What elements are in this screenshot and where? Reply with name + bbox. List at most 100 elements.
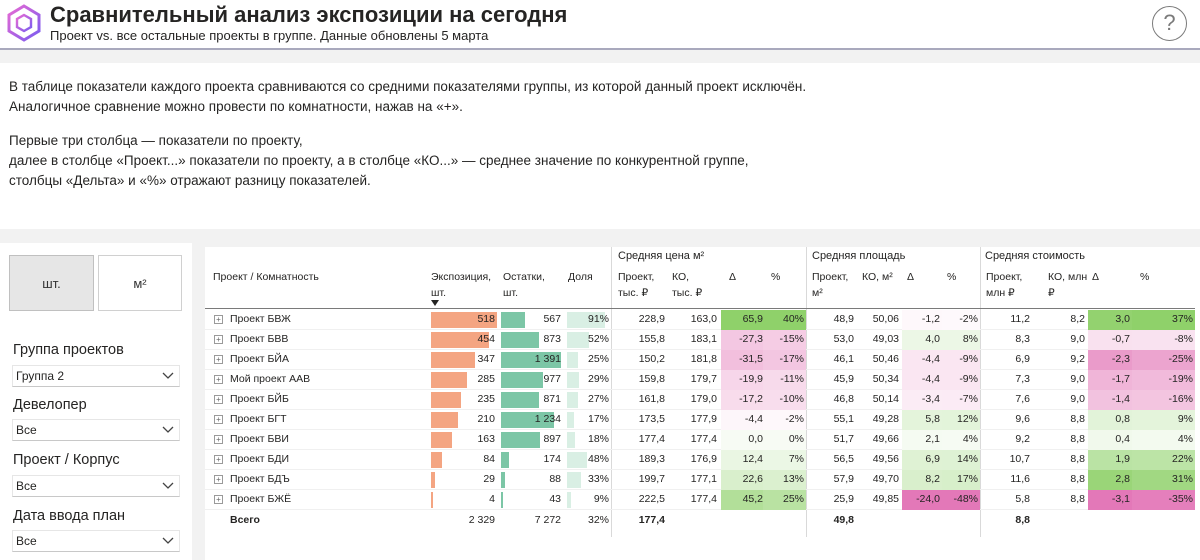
price-delta-bg — [721, 430, 763, 450]
project-building-select[interactable]: Все — [12, 475, 180, 497]
price-delta-value: -4,4 — [744, 413, 763, 425]
column-header-price-ko[interactable]: КО, тыс. ₽ — [672, 271, 703, 299]
expand-row-icon[interactable]: + — [214, 455, 223, 464]
area-delta-bg — [902, 390, 942, 410]
cost-project-value: 5,8 — [1015, 493, 1030, 505]
price-ko-value: 163,0 — [690, 313, 717, 325]
column-header-remains[interactable]: Остатки, шт. — [503, 271, 545, 299]
remains-bar — [501, 372, 543, 388]
project-name[interactable]: Проект БГТ — [230, 413, 287, 425]
column-header-area-pct[interactable]: % — [947, 271, 957, 283]
price-project-value: 228,9 — [638, 313, 665, 325]
remains-bar — [501, 472, 505, 488]
price-delta-value: 65,9 — [742, 313, 763, 325]
expand-row-icon[interactable]: + — [214, 335, 223, 344]
price-delta-value: -31,5 — [739, 353, 763, 365]
area-pct-bg — [942, 390, 980, 410]
comparison-table: Средняя цена м² Средняя площадь Средняя … — [205, 247, 1200, 560]
cost-delta-bg — [1088, 450, 1132, 470]
description-line: Первые три столбца — показатели по проек… — [9, 133, 303, 148]
expand-row-icon[interactable]: + — [214, 315, 223, 324]
project-name[interactable]: Проект БЖЁ — [230, 493, 292, 505]
app-logo-icon — [7, 4, 41, 42]
column-header-exposure[interactable]: Экспозиция, шт. — [431, 271, 492, 299]
expand-row-icon[interactable]: + — [214, 415, 223, 424]
area-delta-value: 2,1 — [925, 433, 940, 445]
cost-ko-value: 9,0 — [1070, 333, 1085, 345]
price-ko-value: 179,7 — [690, 373, 717, 385]
help-button[interactable]: ? — [1152, 6, 1187, 41]
column-header-cost-ko[interactable]: КО, млн ₽ — [1048, 271, 1088, 299]
column-header-area-project[interactable]: Проект, м² — [812, 271, 849, 299]
area-delta-value: 5,8 — [925, 413, 940, 425]
column-header-share[interactable]: Доля — [568, 271, 593, 283]
area-delta-value: -4,4 — [921, 373, 940, 385]
project-name[interactable]: Проект БДИ — [230, 453, 290, 465]
area-pct-value: -9% — [959, 353, 978, 365]
commission-date-select[interactable]: Все — [12, 530, 180, 552]
cost-project-value: 11,6 — [1010, 473, 1030, 485]
price-project-value: 155,8 — [638, 333, 665, 345]
price-pct-value: 40% — [782, 313, 804, 325]
expand-row-icon[interactable]: + — [214, 435, 223, 444]
expand-row-icon[interactable]: + — [214, 375, 223, 384]
project-group-select[interactable]: Группа 2 — [12, 365, 180, 387]
cost-pct-value: -8% — [1174, 333, 1193, 345]
cost-pct-bg — [1132, 490, 1195, 510]
column-header-area-delta[interactable]: Δ — [907, 271, 915, 283]
cost-pct-bg — [1132, 470, 1195, 490]
expand-row-icon[interactable]: + — [214, 395, 223, 404]
share-value: 33% — [587, 473, 609, 485]
project-name[interactable]: Мой проект ААВ — [230, 373, 311, 385]
column-header-area-ko[interactable]: КО, м² — [862, 271, 893, 283]
cost-pct-value: -19% — [1168, 373, 1193, 385]
expand-row-icon[interactable]: + — [214, 475, 223, 484]
remains-value: 1 391 — [534, 353, 561, 365]
unit-area-button[interactable]: м² — [98, 255, 182, 311]
area-delta-value: 6,9 — [925, 453, 940, 465]
project-name[interactable]: Проект БВИ — [230, 433, 289, 445]
column-header-cost-project[interactable]: Проект, млн ₽ — [986, 271, 1023, 299]
area-delta-value: -1,2 — [921, 313, 940, 325]
developer-select[interactable]: Все — [12, 419, 180, 441]
price-delta-bg — [721, 470, 763, 490]
column-header-price-project[interactable]: Проект, тыс. ₽ — [618, 271, 655, 299]
header-bar: Сравнительный анализ экспозиции на сегод… — [0, 0, 1200, 50]
remains-value: 871 — [543, 393, 561, 405]
column-header-price-pct[interactable]: % — [771, 271, 781, 283]
price-delta-bg — [721, 450, 763, 470]
share-bar — [567, 472, 581, 488]
area-pct-value: -7% — [959, 393, 978, 405]
project-group-value: Группа 2 — [16, 369, 65, 383]
filter-label-commission-date: Дата ввода план — [13, 508, 126, 524]
share-bar — [567, 392, 578, 408]
price-ko-value: 177,4 — [690, 433, 717, 445]
column-header-project[interactable]: Проект / Комнатность — [213, 271, 319, 283]
area-delta-bg — [902, 470, 942, 490]
cost-project-value: 9,6 — [1015, 413, 1030, 425]
total-remains: 7 272 — [534, 514, 561, 526]
price-pct-value: -11% — [780, 373, 804, 385]
price-pct-bg — [763, 370, 806, 390]
unit-pieces-button[interactable]: шт. — [9, 255, 94, 311]
exposure-bar — [431, 472, 435, 488]
cost-project-value: 9,2 — [1015, 433, 1030, 445]
expand-row-icon[interactable]: + — [214, 355, 223, 364]
cost-delta-bg — [1088, 370, 1132, 390]
expand-row-icon[interactable]: + — [214, 495, 223, 504]
exposure-value: 285 — [477, 373, 495, 385]
area-pct-value: -48% — [953, 493, 978, 505]
total-label: Всего — [230, 514, 260, 526]
price-pct-bg — [763, 330, 806, 350]
project-name[interactable]: Проект БДЪ — [230, 473, 290, 485]
cost-pct-bg — [1132, 410, 1195, 430]
cost-delta-value: -1,4 — [1111, 393, 1130, 405]
project-name[interactable]: Проект БЙБ — [230, 393, 289, 405]
project-name[interactable]: Проект БВВ — [230, 333, 289, 345]
project-name[interactable]: Проект БЙА — [230, 353, 289, 365]
column-header-cost-delta[interactable]: Δ — [1092, 271, 1100, 283]
filter-label-developer: Девелопер — [13, 397, 87, 413]
column-header-cost-pct[interactable]: % — [1140, 271, 1150, 283]
project-name[interactable]: Проект БВЖ — [230, 313, 291, 325]
column-header-price-delta[interactable]: Δ — [729, 271, 737, 283]
